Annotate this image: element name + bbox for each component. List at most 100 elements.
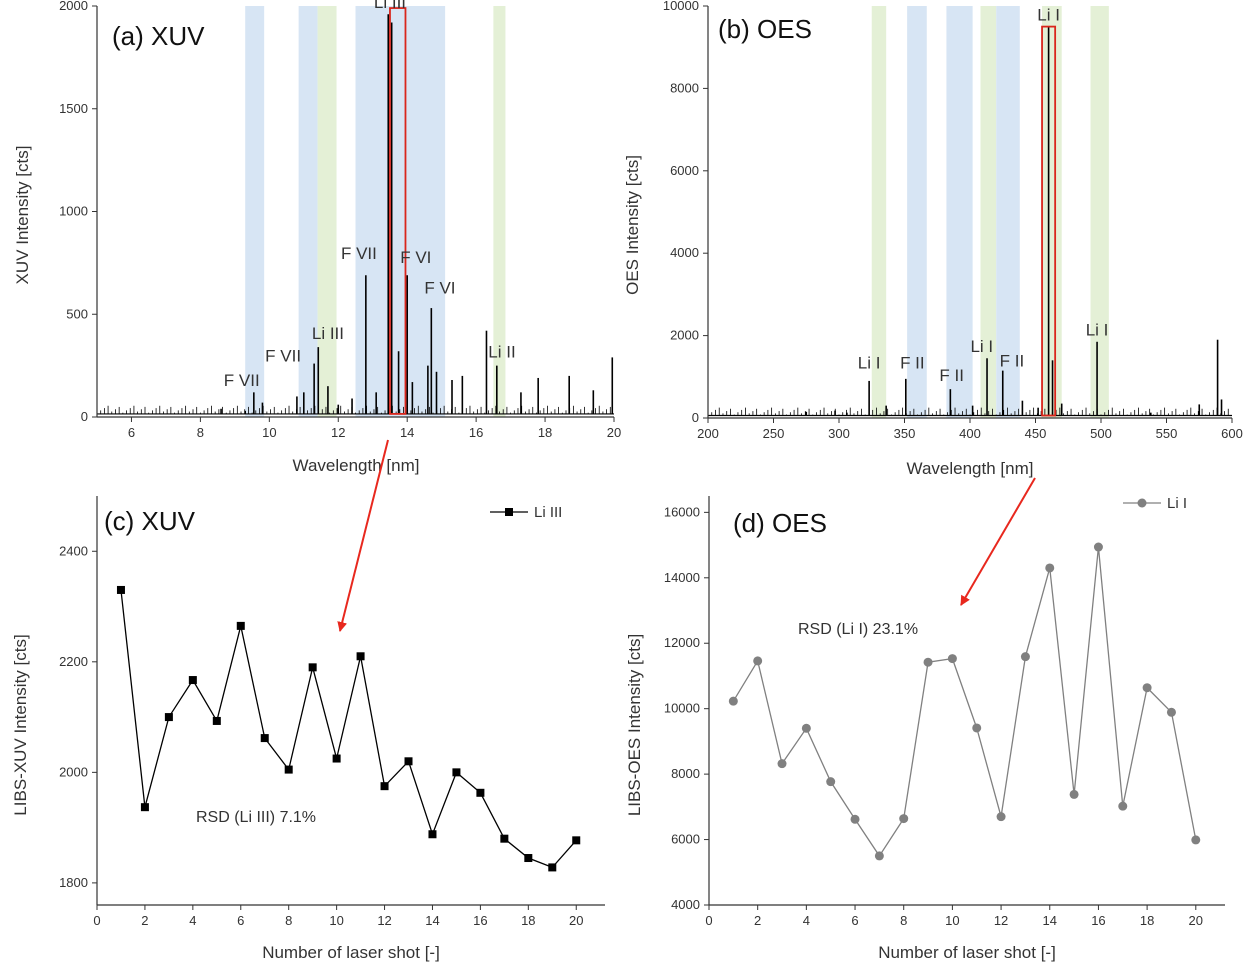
- panel-c-xuv-shot-series: 0 2 4 6 8 10 12 14 16 18 20 1800 2000 2200 2400 Li III…: [11, 496, 605, 962]
- data-point: [332, 754, 341, 763]
- panel-b-spectrum: [707, 25, 1232, 417]
- data-point: [452, 768, 461, 777]
- y-tick-label: 2000: [670, 328, 699, 343]
- data-point: [972, 723, 982, 733]
- data-point: [572, 836, 581, 845]
- panel-a-spectrum: [96, 7, 614, 415]
- data-point: [777, 759, 787, 769]
- highlight-band: [298, 6, 318, 417]
- panel-d-ticks: 0 2 4 6 8 10 12 14 16 18 20 4000 6000 8000 10000 12000 1…: [664, 504, 1203, 928]
- highlight-band: [355, 6, 446, 417]
- y-tick-label: 8000: [670, 80, 699, 95]
- data-point: [380, 782, 389, 791]
- y-tick-label: 2400: [59, 543, 88, 558]
- y-tick-label: 1000: [59, 204, 88, 219]
- x-tick-label: 12: [331, 425, 345, 440]
- y-tick-label: 12000: [664, 635, 700, 650]
- legend-marker: [505, 508, 513, 516]
- x-tick-label: 12: [994, 913, 1008, 928]
- x-tick-label: 16: [469, 425, 483, 440]
- y-tick-label: 500: [66, 306, 88, 321]
- panel-b-y-axis-title: OES Intensity [cts]: [623, 155, 642, 295]
- x-tick-label: 350: [894, 426, 916, 441]
- x-tick-label: 10: [329, 913, 343, 928]
- peak-label: F II: [939, 366, 964, 385]
- data-point: [1093, 542, 1103, 552]
- x-tick-label: 14: [400, 425, 414, 440]
- panel-d-series: [728, 542, 1201, 861]
- data-point: [236, 621, 245, 630]
- peak-label: F VII: [341, 244, 377, 263]
- x-tick-label: 4: [803, 913, 810, 928]
- peak-label: Li I: [970, 337, 993, 356]
- x-tick-label: 8: [197, 425, 204, 440]
- panel-c-title: (c) XUV: [104, 506, 196, 536]
- data-point: [164, 713, 173, 722]
- peak-label: Li II: [488, 342, 515, 361]
- y-tick-label: 1800: [59, 875, 88, 890]
- panel-d-oes-shot-series: 0 2 4 6 8 10 12 14 16 18 20 4000 6000 8000 10000 12000 1…: [625, 495, 1225, 962]
- data-point: [404, 757, 413, 766]
- data-point: [1069, 789, 1079, 799]
- data-point: [308, 663, 317, 672]
- y-tick-label: 0: [692, 410, 699, 425]
- x-tick-label: 6: [851, 913, 858, 928]
- data-point: [1020, 652, 1030, 662]
- panel-c-axes: [96, 496, 605, 906]
- panel-a-ticks: 6 8 10 12 14 16 18 20 0 500 1000 1500 2000: [59, 0, 621, 440]
- x-tick-label: 14: [1043, 913, 1057, 928]
- data-point: [728, 696, 738, 706]
- panel-c-ticks: 0 2 4 6 8 10 12 14 16 18 20 1800 2000 2200 2400: [59, 543, 583, 928]
- x-tick-label: 16: [473, 913, 487, 928]
- x-tick-label: 8: [900, 913, 907, 928]
- data-point: [874, 851, 884, 861]
- x-tick-label: 8: [285, 913, 292, 928]
- highlight-band: [980, 6, 997, 418]
- highlight-band: [317, 6, 337, 417]
- arrow-a-to-c: [337, 439, 389, 632]
- panel-b-x-axis-title: Wavelength [nm]: [907, 459, 1034, 478]
- data-point: [801, 723, 811, 733]
- data-point: [212, 716, 221, 725]
- panel-a-xuv-spectrum: 6 8 10 12 14 16 18 20 0 500 1000 1500 2000 Li III F V…: [13, 0, 621, 475]
- panel-a-y-axis-title: XUV Intensity [cts]: [13, 146, 32, 285]
- x-tick-label: 500: [1090, 426, 1112, 441]
- peak-label: F VI: [424, 279, 455, 298]
- data-point: [947, 654, 957, 664]
- panel-a-x-axis-title: Wavelength [nm]: [293, 456, 420, 475]
- panel-a-peak-labels: Li III F VII F VI F VI Li III F VII F VII Li II: [224, 0, 516, 390]
- selected-peak-box: [1041, 25, 1057, 417]
- peak-label: Li I: [1086, 321, 1109, 340]
- peak-label: F II: [1000, 352, 1025, 371]
- x-tick-label: 550: [1156, 426, 1178, 441]
- highlight-band: [1042, 6, 1062, 418]
- highlight-band: [996, 6, 1020, 418]
- y-tick-label: 4000: [671, 897, 700, 912]
- panel-c-rsd-annotation: RSD (Li III) 7.1%: [196, 809, 316, 826]
- y-tick-label: 8000: [671, 766, 700, 781]
- peak-label: Li I: [1037, 5, 1060, 24]
- series-line: [732, 546, 1197, 858]
- y-tick-label: 6000: [670, 163, 699, 178]
- peak-label: F VII: [265, 347, 301, 366]
- data-point: [1191, 835, 1201, 845]
- y-tick-label: 10000: [663, 0, 699, 13]
- data-point: [356, 652, 365, 661]
- peak-label: F II: [900, 354, 925, 373]
- x-tick-label: 0: [705, 913, 712, 928]
- panel-c-series: [116, 585, 581, 872]
- data-point: [996, 812, 1006, 822]
- peak-label: Li I: [858, 354, 881, 373]
- panel-d-legend: Li I: [1123, 495, 1187, 512]
- data-point: [753, 656, 763, 666]
- panel-d-x-axis-title: Number of laser shot [-]: [878, 943, 1056, 962]
- x-tick-label: 16: [1091, 913, 1105, 928]
- data-point: [260, 734, 269, 743]
- x-tick-label: 18: [1140, 913, 1154, 928]
- panel-d-rsd-annotation: RSD (Li I) 23.1%: [798, 621, 918, 638]
- panel-b-highlight-bands: [871, 6, 1109, 418]
- data-point: [116, 585, 125, 594]
- y-tick-label: 4000: [670, 245, 699, 260]
- highlight-band: [871, 6, 887, 418]
